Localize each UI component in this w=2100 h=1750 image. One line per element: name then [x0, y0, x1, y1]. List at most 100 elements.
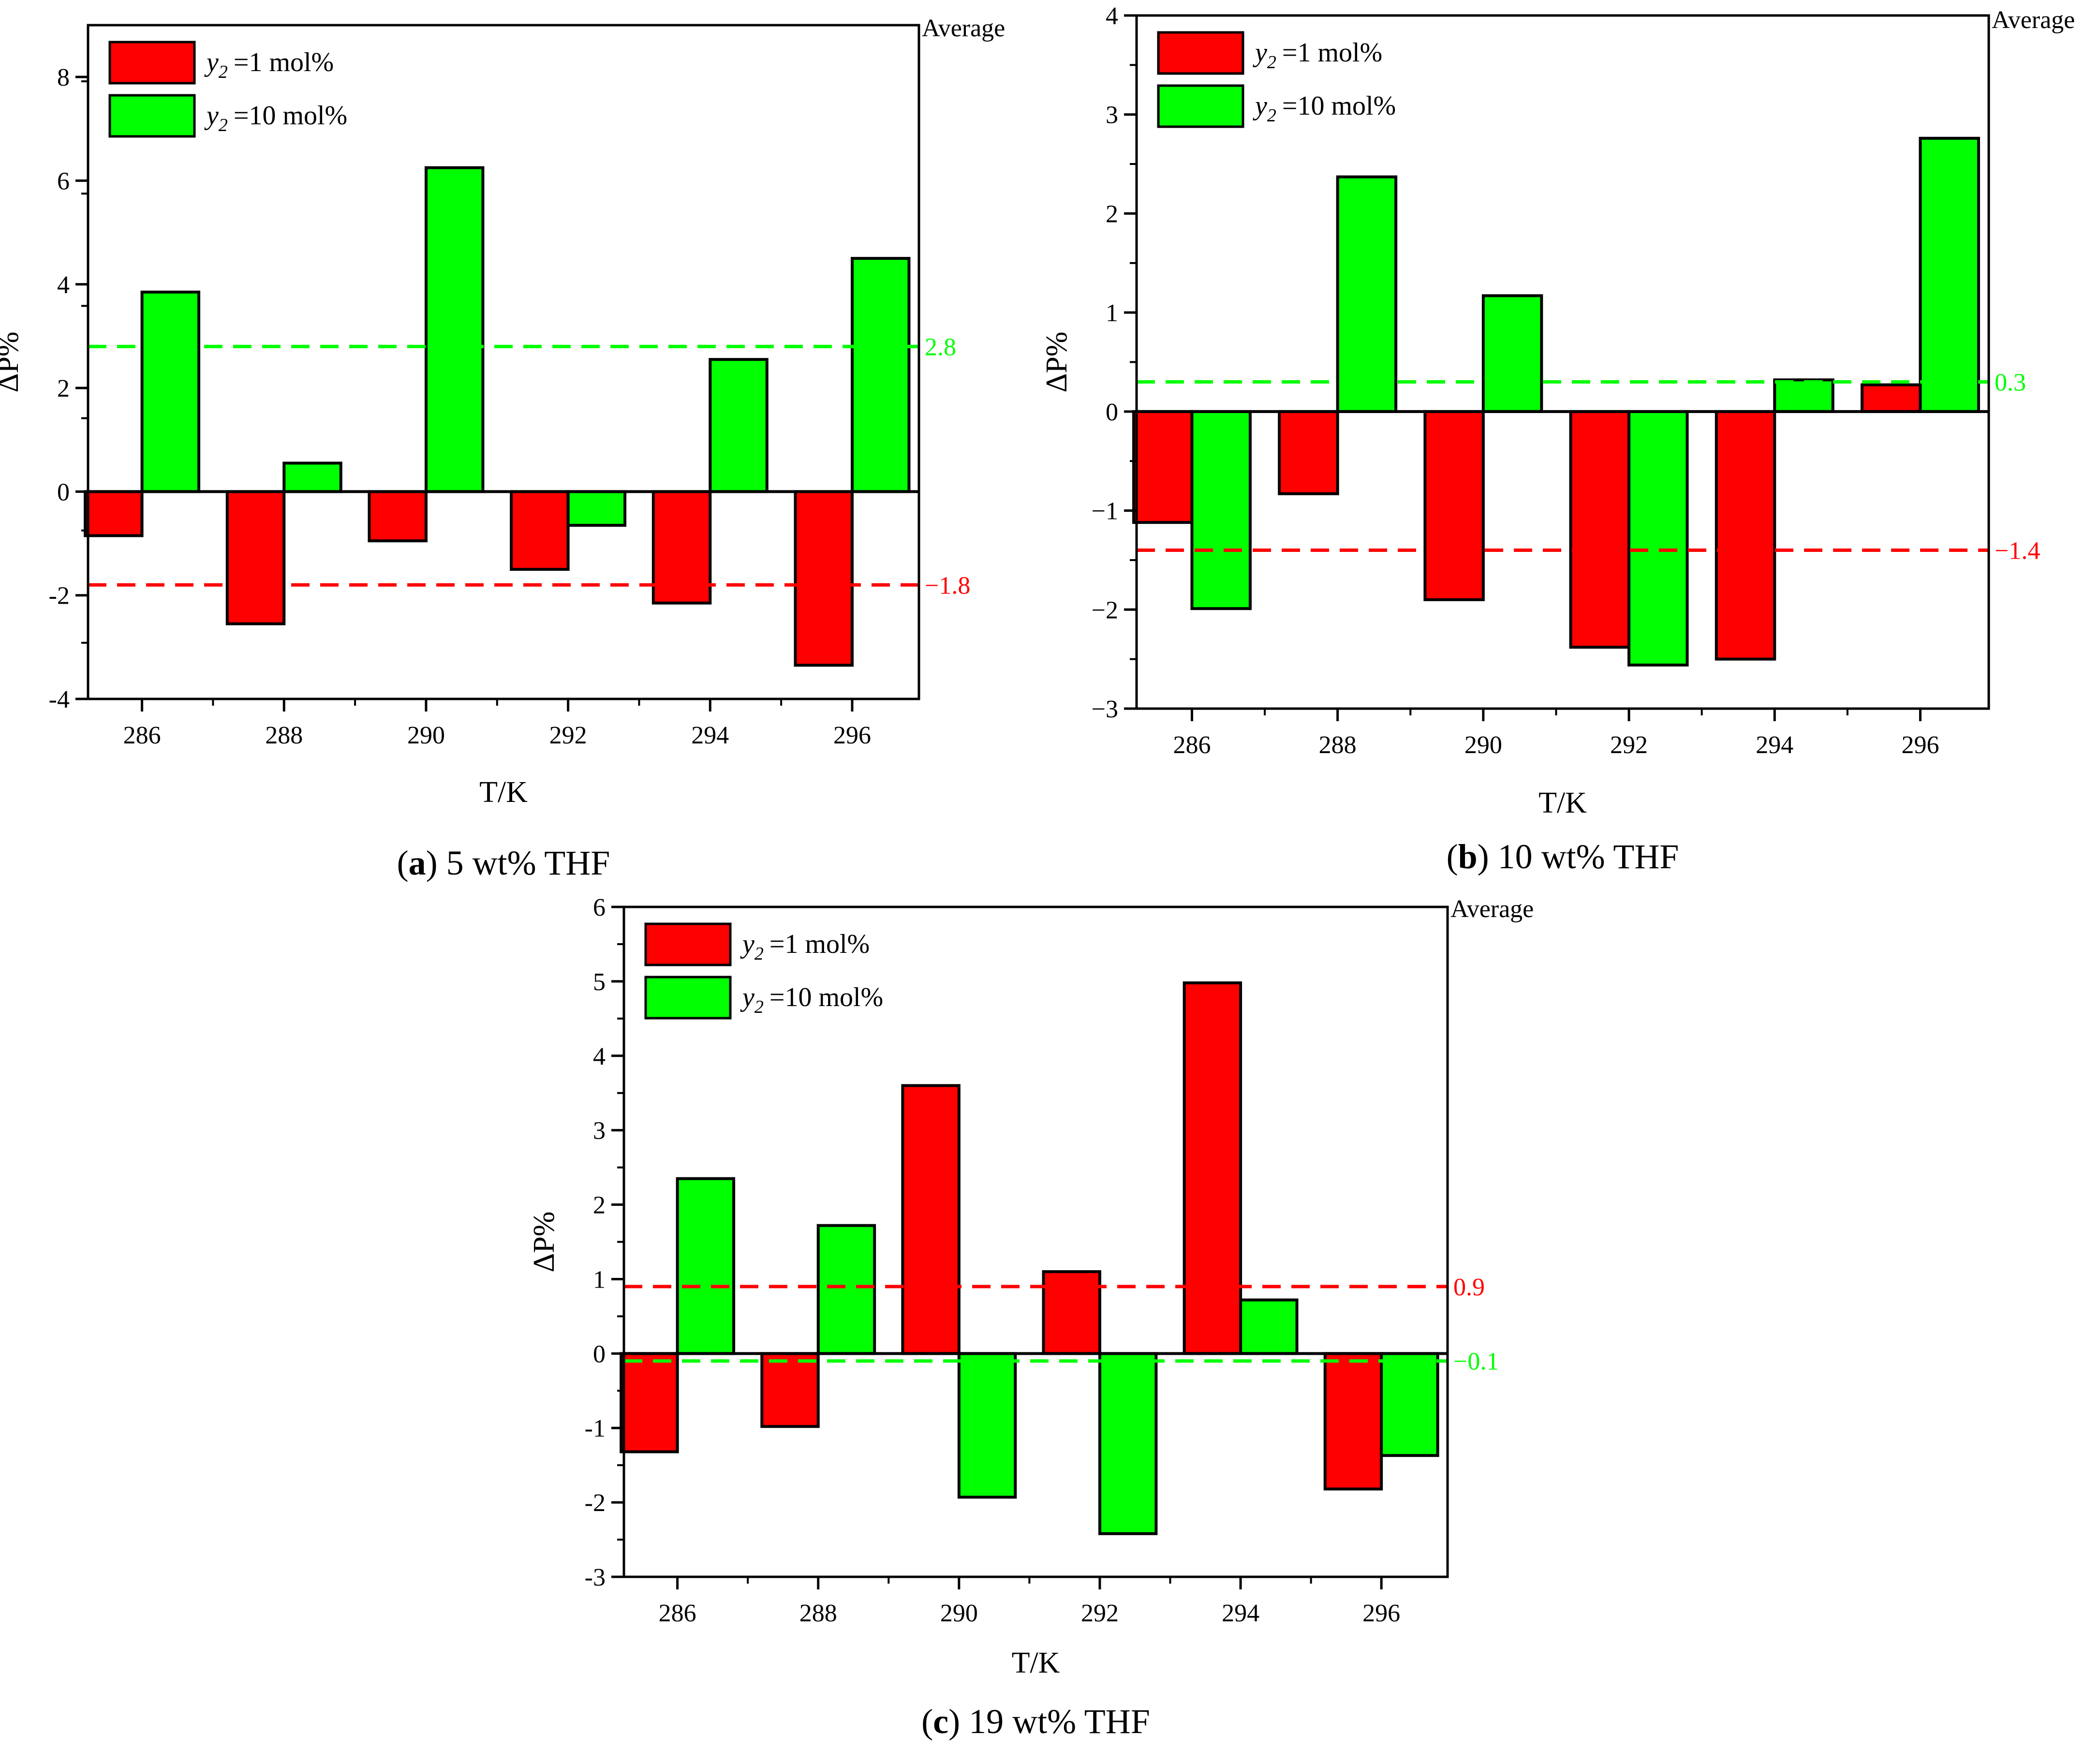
legend-subscript: 2 [754, 944, 764, 964]
x-axis-title: T/K [1538, 786, 1587, 819]
y-tick-label: -3 [585, 1564, 606, 1591]
x-tick-label: 294 [691, 722, 729, 749]
caption-text: 19 wt% THF [960, 1702, 1150, 1741]
average-value-label: −1.8 [925, 572, 970, 599]
caption-close-paren: ) [1478, 837, 1489, 876]
legend-swatch-series2 [108, 94, 196, 138]
y-tick-label: 3 [1106, 102, 1118, 129]
caption-open-paren: ( [921, 1702, 933, 1741]
bar-series2-296 [1380, 1352, 1439, 1457]
bar-series1-292 [1042, 1270, 1101, 1355]
bar-series1-292 [1569, 410, 1631, 649]
average-heading: Average [922, 15, 1005, 42]
caption-letter: a [409, 844, 426, 882]
bar-series1-290 [901, 1084, 961, 1355]
y-tick-label: 4 [57, 271, 70, 299]
legend-text: =10 mol% [769, 982, 883, 1012]
y-tick-label: 2 [57, 375, 70, 402]
x-tick-label: 292 [549, 722, 587, 749]
x-tick-label: 292 [1081, 1600, 1119, 1627]
y-tick-label: -2 [49, 582, 70, 610]
x-tick-label: 296 [1901, 731, 1939, 759]
y-axis-title: ΔP% [0, 332, 25, 393]
y-tick-label: −1 [1092, 498, 1118, 525]
y-tick-label: 5 [593, 968, 606, 996]
average-value-label: 0.3 [1995, 369, 2026, 396]
y-tick-label: 1 [1106, 299, 1118, 327]
bar-series2-296 [850, 257, 911, 493]
y-tick-label: 6 [593, 894, 606, 921]
y-tick-label: -4 [49, 686, 70, 713]
y-tick-label: −3 [1092, 696, 1118, 723]
caption-letter: b [1458, 837, 1478, 876]
panel-caption: (b) 10 wt% THF [1447, 837, 1679, 876]
bar-series1-288 [760, 1352, 820, 1428]
y-tick-label: 0 [1106, 399, 1118, 426]
bar-series2-288 [282, 461, 342, 493]
bar-series2-290 [1481, 294, 1543, 413]
bar-series1-286 [620, 1352, 679, 1453]
y-tick-label: -1 [585, 1415, 606, 1442]
x-axis-title: T/K [1012, 1646, 1060, 1679]
legend: y2 =1 mol%y2 =10 mol% [644, 922, 883, 1020]
caption-text: 10 wt% THF [1489, 837, 1679, 876]
bar-series1-288 [225, 490, 286, 625]
legend-label-series2: y2 =10 mol% [204, 101, 347, 135]
y-axis-title: ΔP% [528, 1212, 561, 1273]
legend-text: =10 mol% [234, 101, 347, 131]
y-tick-label: 0 [593, 1340, 606, 1368]
y-tick-label: 8 [57, 64, 70, 91]
y-tick-label: 3 [593, 1117, 606, 1145]
legend-text: =1 mol% [769, 929, 870, 959]
legend-subscript: 2 [1267, 52, 1276, 73]
legend-subscript: 2 [1267, 105, 1276, 126]
chart-panel-b: 0.3 −1.4 −3 −2 −1 0 1 2 3 4 286 288 290 292 294 296 T/K Δ… [1040, 2, 2075, 876]
legend: y2 =1 mol% y2 =10 mol% [1157, 31, 1396, 128]
bar-series2-296 [1919, 136, 1980, 413]
average-heading: Average [1992, 6, 2075, 34]
x-tick-label: 294 [1756, 731, 1793, 759]
y-tick-label: 2 [593, 1192, 606, 1219]
bar-series1-296 [1323, 1352, 1383, 1491]
chart-panel-a: 2.8 −1.8 -4 -2 0 2 4 6 8 286 288 290 292 294 296 T/K ΔP%… [0, 15, 1005, 882]
y-axis-title: ΔP% [1040, 332, 1073, 393]
legend-swatch-series1 [1157, 31, 1244, 75]
x-tick-label: 296 [833, 722, 871, 749]
x-tick-label: 286 [1173, 731, 1211, 759]
y-tick-label: 1 [593, 1266, 606, 1293]
bar-series2-288 [1336, 175, 1398, 413]
bar-series1-296 [794, 490, 854, 667]
chart-panel-c: 0.9 −0.1 -3 -2 -1 0 1 2 3 4 5 6 286 288 290 292 294 296 T/… [528, 894, 1534, 1741]
bar-series2-294 [1239, 1298, 1299, 1355]
caption-close-paren: ) [426, 844, 438, 882]
y-tick-label: 6 [57, 167, 70, 195]
bar-series2-286 [676, 1177, 736, 1355]
bar-series2-290 [957, 1352, 1017, 1499]
legend-label-series1: y2 =1 mol% [1253, 38, 1382, 73]
x-tick-label: 290 [407, 722, 445, 749]
legend-label-series2: y2 =10 mol% [1253, 91, 1396, 126]
bar-series1-294 [1183, 981, 1242, 1355]
bar-series2-294 [709, 358, 769, 493]
legend-symbol: y [740, 982, 754, 1012]
bar-series2-286 [140, 290, 201, 493]
bar-series1-294 [1715, 410, 1776, 661]
x-tick-label: 286 [123, 722, 161, 749]
average-heading: Average [1450, 895, 1534, 923]
legend-symbol: y [1253, 91, 1267, 121]
x-tick-label: 290 [940, 1600, 978, 1627]
x-tick-label: 288 [265, 722, 303, 749]
legend-swatch-series1 [108, 41, 196, 85]
caption-close-paren: ) [948, 1702, 960, 1741]
bar-series2-294 [1773, 378, 1834, 413]
y-tick-label: 4 [1106, 2, 1118, 30]
bar-series1-290 [1423, 410, 1485, 601]
bar-series2-290 [424, 166, 485, 493]
x-tick-label: 290 [1464, 731, 1502, 759]
bar-series2-286 [1190, 410, 1252, 610]
x-tick-label: 296 [1362, 1600, 1400, 1627]
legend: y2 =1 mol% y2 =10 mol% [108, 41, 347, 138]
legend-label-series1: y2 =1 mol% [204, 47, 334, 82]
x-tick-label: 286 [659, 1600, 696, 1627]
legend-text: =1 mol% [1282, 38, 1382, 68]
